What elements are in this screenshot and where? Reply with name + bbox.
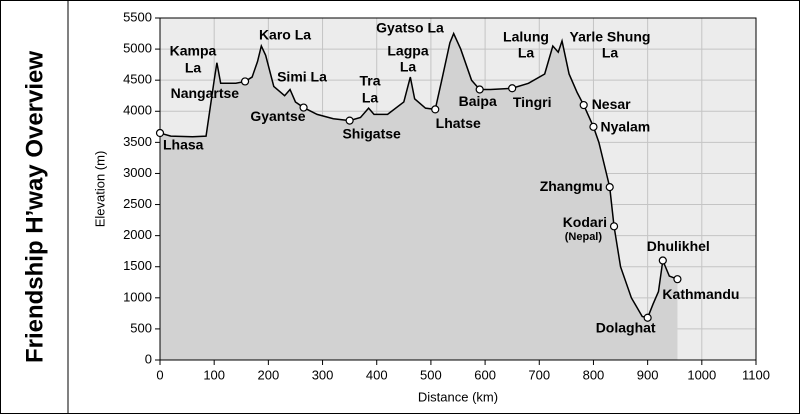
chart-title: Friendship H’way Overview bbox=[21, 51, 48, 363]
x-tick-label: 700 bbox=[528, 367, 550, 382]
place-label: Shigatse bbox=[342, 125, 401, 141]
x-tick-label: 900 bbox=[637, 367, 659, 382]
y-tick-label: 4000 bbox=[123, 103, 152, 118]
place-label: Nangartse bbox=[171, 85, 240, 101]
place-marker bbox=[579, 100, 588, 110]
place-note: (Nepal) bbox=[565, 231, 603, 243]
x-tick-label: 300 bbox=[312, 367, 334, 382]
place-marker bbox=[605, 183, 614, 192]
x-tick-label: 1100 bbox=[742, 367, 770, 382]
profile-line bbox=[159, 31, 678, 319]
place-marker bbox=[508, 84, 517, 93]
x-axis-label: Distance (km) bbox=[418, 389, 498, 404]
y-tick-label: 5000 bbox=[123, 41, 152, 56]
pass-label: Lalung bbox=[503, 29, 549, 45]
place-marker bbox=[609, 222, 619, 231]
place-label: Lhatse bbox=[436, 115, 481, 131]
x-tick-label: 600 bbox=[474, 367, 496, 382]
y-tick-label: 5500 bbox=[123, 9, 152, 24]
place-label: Dolaghat bbox=[596, 319, 656, 335]
place-label: Baipa bbox=[459, 93, 497, 109]
y-tick-label: 2500 bbox=[123, 196, 152, 211]
y-tick-label: 2000 bbox=[123, 227, 152, 242]
place-label: Dhulikhel bbox=[647, 238, 710, 254]
place-marker bbox=[475, 85, 484, 94]
pass-label: La bbox=[185, 60, 202, 76]
y-tick-label: 0 bbox=[145, 351, 152, 366]
place-marker bbox=[240, 77, 250, 86]
place-marker bbox=[643, 313, 652, 322]
pass-label: Simi La bbox=[277, 69, 327, 85]
x-tick-label: 400 bbox=[366, 367, 388, 382]
y-tick-label: 3000 bbox=[123, 165, 152, 180]
place-label: Kathmandu bbox=[662, 286, 739, 302]
pass-label: La bbox=[602, 45, 619, 61]
pass-label: La bbox=[362, 90, 379, 106]
x-tick-label: 0 bbox=[156, 367, 163, 382]
place-marker bbox=[673, 275, 682, 284]
pass-label: La bbox=[400, 59, 417, 75]
pass-label: Gyatso La bbox=[376, 20, 444, 36]
place-label: Lhasa bbox=[163, 137, 204, 153]
x-tick-label: 200 bbox=[258, 367, 280, 382]
x-tick-label: 500 bbox=[420, 367, 442, 382]
y-axis-label: Elevation (m) bbox=[92, 151, 107, 228]
place-label: Gyantse bbox=[250, 108, 305, 124]
place-marker bbox=[299, 103, 308, 112]
place-marker bbox=[431, 105, 440, 114]
place-label: Nyalam bbox=[600, 119, 650, 135]
pass-label: Tra bbox=[359, 73, 380, 89]
place-marker bbox=[589, 122, 598, 131]
place-marker bbox=[155, 128, 165, 138]
place-label: Zhangmu bbox=[540, 178, 603, 194]
x-tick-label: 800 bbox=[583, 367, 605, 382]
pass-label: Karo La bbox=[259, 27, 311, 43]
pass-label: La bbox=[518, 45, 535, 61]
y-tick-label: 500 bbox=[130, 320, 152, 335]
place-marker bbox=[345, 116, 354, 125]
y-tick-label: 1500 bbox=[123, 258, 152, 273]
pass-label: Yarle Shung bbox=[570, 29, 651, 45]
place-label: Nesar bbox=[592, 96, 631, 112]
plot-border bbox=[159, 17, 757, 361]
x-tick-label: 100 bbox=[203, 367, 225, 382]
x-tick-label: 1000 bbox=[687, 367, 716, 382]
place-label: Tingri bbox=[513, 94, 552, 110]
pass-label: Lagpa bbox=[387, 43, 428, 59]
y-tick-label: 1000 bbox=[123, 289, 152, 304]
y-tick-label: 3500 bbox=[123, 134, 152, 149]
area-fill bbox=[160, 33, 678, 360]
place-marker bbox=[658, 256, 667, 265]
y-tick-label: 4500 bbox=[123, 72, 152, 87]
place-label: Kodari bbox=[563, 214, 607, 230]
pass-label: Kampa bbox=[170, 43, 217, 59]
